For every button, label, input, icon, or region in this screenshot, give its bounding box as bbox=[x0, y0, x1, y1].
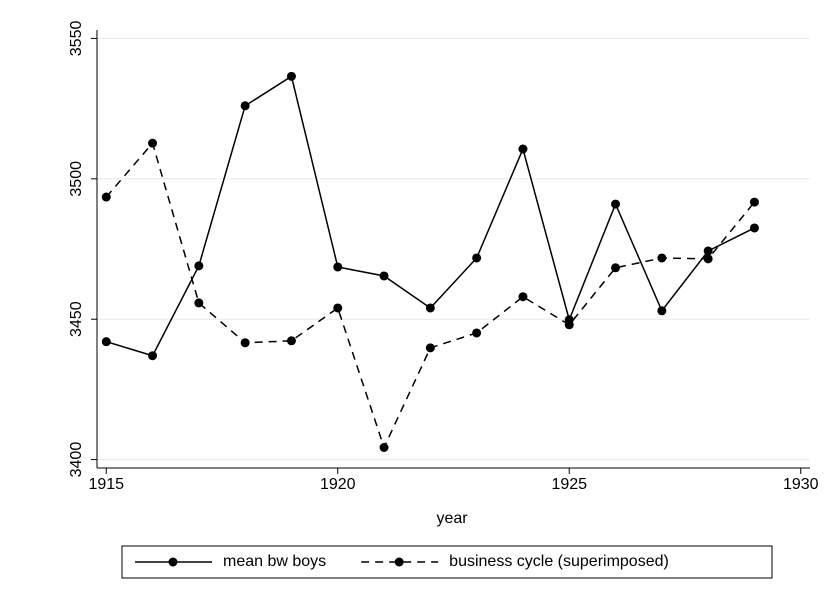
data-point bbox=[703, 246, 713, 256]
legend: mean bw boys business cycle (superimposed… bbox=[121, 545, 773, 579]
data-point bbox=[749, 223, 759, 233]
x-tick-label: 1925 bbox=[551, 476, 587, 493]
data-point bbox=[472, 253, 482, 263]
data-point bbox=[749, 197, 759, 207]
data-point bbox=[286, 71, 296, 81]
y-tick-label: 3550 bbox=[68, 21, 85, 57]
x-tick-label: 1915 bbox=[88, 476, 124, 493]
data-point bbox=[333, 303, 343, 313]
data-point bbox=[379, 443, 389, 453]
data-point bbox=[425, 343, 435, 353]
data-point bbox=[472, 328, 482, 338]
data-point bbox=[101, 192, 111, 202]
data-point bbox=[425, 303, 435, 313]
x-tick-label: 1930 bbox=[783, 476, 819, 493]
data-point bbox=[657, 306, 667, 316]
data-point bbox=[194, 261, 204, 271]
data-point bbox=[240, 338, 250, 348]
data-point bbox=[379, 271, 389, 281]
data-point bbox=[101, 337, 111, 347]
data-point bbox=[286, 336, 296, 346]
series-line bbox=[106, 75, 755, 357]
legend-marker bbox=[394, 557, 404, 567]
x-axis-label: year bbox=[436, 510, 468, 527]
data-point bbox=[611, 199, 621, 209]
x-tick-label: 1920 bbox=[320, 476, 356, 493]
data-point bbox=[518, 292, 528, 302]
data-point bbox=[194, 298, 204, 308]
legend-marker bbox=[168, 557, 178, 567]
series-line bbox=[105, 141, 756, 450]
data-point bbox=[703, 254, 713, 264]
legend-label: mean bw boys bbox=[223, 553, 326, 570]
data-point bbox=[148, 138, 158, 148]
y-tick-label: 3400 bbox=[68, 442, 85, 478]
data-point bbox=[240, 101, 250, 111]
data-point bbox=[657, 253, 667, 263]
y-tick-label: 3500 bbox=[68, 161, 85, 197]
y-tick-label: 3450 bbox=[68, 301, 85, 337]
legend-box bbox=[121, 545, 773, 579]
data-point bbox=[611, 263, 621, 273]
data-point bbox=[148, 351, 158, 361]
legend-label: business cycle (superimposed) bbox=[449, 553, 669, 570]
data-point bbox=[564, 320, 574, 330]
data-point bbox=[518, 144, 528, 154]
data-point bbox=[333, 262, 343, 272]
